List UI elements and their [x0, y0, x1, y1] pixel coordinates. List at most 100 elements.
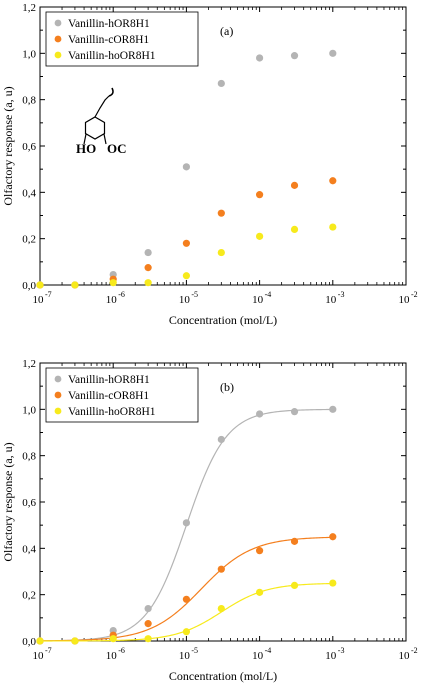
x-tick-label-exponent: -6	[118, 290, 125, 299]
legend-marker	[54, 19, 62, 27]
data-point-Vanillin-hOR8H1	[256, 410, 264, 418]
legend-label: Vanillin-hOR8H1	[68, 374, 150, 386]
legend-box	[45, 367, 199, 423]
aldehyde-group	[108, 87, 114, 97]
data-point-Vanillin-hoOR8H1	[217, 248, 225, 257]
x-tick-label-base: 10	[252, 294, 264, 306]
x-tick-label-base: 10	[179, 650, 191, 662]
data-point-Vanillin-cOR8H1	[256, 191, 264, 199]
y-tick-label: 0,2	[22, 590, 36, 602]
data-point-Vanillin-cOR8H1	[217, 565, 225, 573]
x-tick-label: 10 -4	[252, 646, 271, 662]
y-tick-label: 1,0	[22, 404, 36, 416]
legend-label: Vanillin-cOR8H1	[68, 390, 149, 402]
data-point-Vanillin-hoOR8H1	[109, 279, 117, 287]
x-tick-label-exponent: -5	[191, 290, 198, 299]
x-tick-label-base: 10	[325, 650, 337, 662]
y-tick-label: 0,8	[22, 95, 36, 107]
data-point-Vanillin-hoOR8H1	[182, 628, 190, 636]
data-point-Vanillin-hOR8H1	[256, 54, 264, 62]
hydroxyl-bond	[83, 133, 87, 145]
x-tick-label-exponent: -2	[411, 290, 418, 299]
legend-marker	[54, 51, 62, 59]
y-tick-label: 1,2	[22, 358, 36, 370]
x-tick-label-base: 10	[399, 650, 411, 662]
y-tick-label: 0,4	[22, 543, 36, 555]
data-point-Vanillin-hoOR8H1	[71, 637, 79, 645]
data-point-Vanillin-cOR8H1	[290, 537, 299, 545]
data-point-Vanillin-hOR8H1	[182, 519, 190, 527]
y-tick-label: 0,8	[22, 451, 36, 463]
y-tick-label: 0,0	[22, 280, 36, 292]
data-point-Vanillin-cOR8H1	[182, 595, 190, 603]
y-tick-label: 0,2	[22, 234, 36, 246]
x-tick-label-exponent: -4	[265, 290, 272, 299]
legend: Vanillin-hOR8H1 Vanillin-cOR8H1 Vanillin-h…	[45, 367, 199, 423]
chart-panel-b: 0,00,20,40,60,81,01,210 -7 10 -6 10 -5 10 -4 10-…	[1, 358, 418, 683]
data-point-Vanillin-cOR8H1	[217, 209, 225, 217]
data-point-Vanillin-hOR8H1	[290, 52, 299, 60]
data-point-Vanillin-hoOR8H1	[290, 225, 299, 233]
y-tick-label: 0,6	[22, 141, 36, 153]
x-tick-label-exponent: -7	[45, 646, 52, 655]
data-point-Vanillin-hoOR8H1	[256, 588, 264, 596]
x-tick-label-base: 10	[179, 294, 191, 306]
x-tick-label: 10 -6	[106, 646, 125, 662]
fit-curve-Vanillin-cOR8H1	[39, 536, 333, 642]
x-tick-label-exponent: -6	[118, 646, 125, 655]
x-axis-title: Concentration (mol/L)	[169, 669, 277, 683]
data-point-Vanillin-cOR8H1	[329, 177, 337, 185]
data-point-Vanillin-hoOR8H1	[144, 635, 152, 643]
y-tick-label: 1,0	[22, 48, 36, 60]
y-tick-label: 0,6	[22, 497, 36, 509]
data-point-Vanillin-hoOR8H1	[256, 232, 264, 240]
data-point-Vanillin-hoOR8H1	[182, 272, 190, 280]
legend-box	[45, 11, 199, 67]
data-point-Vanillin-hoOR8H1	[217, 604, 225, 613]
legend-label: Vanillin-hoOR8H1	[68, 406, 156, 418]
data-point-Vanillin-cOR8H1	[256, 547, 264, 555]
benzene-ring	[84, 116, 106, 140]
x-tick-label-exponent: -2	[411, 646, 418, 655]
x-tick-label: 10 -7	[33, 290, 52, 306]
data-point-Vanillin-hOR8H1	[290, 408, 299, 416]
legend: Vanillin-hOR8H1 Vanillin-cOR8H1 Vanillin-h…	[45, 11, 199, 67]
x-tick-label: 10 -4	[252, 290, 271, 306]
chart-panel-a: 0,00,20,40,60,81,01,210 -7 10 -6 10 -5 10 -4 10-…	[1, 2, 418, 327]
hydroxyl-label: HO	[76, 141, 96, 156]
data-point-Vanillin-hOR8H1	[144, 604, 152, 613]
x-tick-label-exponent: -3	[338, 290, 345, 299]
data-point-Vanillin-hoOR8H1	[36, 281, 44, 289]
x-tick-label: 10 -3	[325, 290, 344, 306]
panel-label: (b)	[220, 380, 234, 394]
x-tick-label: 10 -6	[106, 290, 125, 306]
x-tick-label-exponent: -3	[338, 646, 345, 655]
methoxy-label: OC	[107, 141, 127, 156]
data-point-Vanillin-cOR8H1	[182, 239, 190, 247]
x-tick-label-base: 10	[325, 294, 337, 306]
x-tick-label: 10 -2	[399, 646, 418, 662]
legend-marker	[54, 375, 62, 383]
data-point-Vanillin-hoOR8H1	[36, 637, 44, 645]
x-tick-label-base: 10	[106, 294, 118, 306]
x-tick-label-base: 10	[399, 294, 411, 306]
data-point-Vanillin-hOR8H1	[329, 405, 337, 413]
legend-marker	[54, 35, 62, 43]
x-axis-title: Concentration (mol/L)	[169, 313, 277, 327]
x-tick-label: 10 -5	[179, 290, 198, 306]
data-point-Vanillin-hOR8H1	[217, 79, 225, 88]
data-point-Vanillin-cOR8H1	[144, 264, 152, 272]
y-tick-label: 1,2	[22, 2, 36, 14]
y-tick-label: 0,0	[22, 636, 36, 648]
x-tick-label-base: 10	[106, 650, 118, 662]
y-axis-title: Olfactory response (a, u)	[1, 442, 15, 561]
data-point-Vanillin-hOR8H1	[144, 248, 152, 257]
legend-label: Vanillin-cOR8H1	[68, 34, 149, 46]
x-tick-label: 10 -3	[325, 646, 344, 662]
data-point-Vanillin-hoOR8H1	[71, 281, 79, 289]
x-tick-label: 10 -2	[399, 290, 418, 306]
x-tick-label-base: 10	[33, 294, 45, 306]
x-tick-label-base: 10	[33, 650, 45, 662]
x-tick-label: 10 -5	[179, 646, 198, 662]
